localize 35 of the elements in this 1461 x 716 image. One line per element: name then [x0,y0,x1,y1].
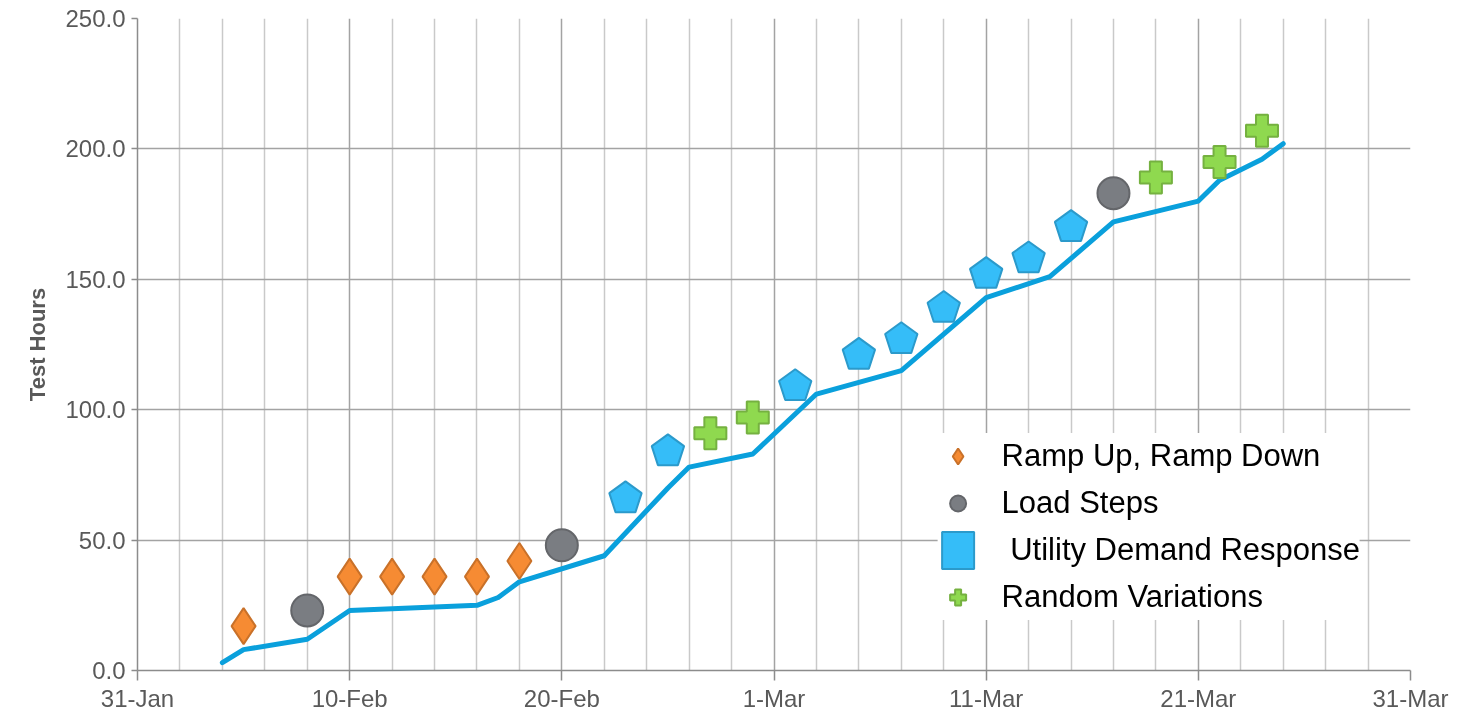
point [1202,144,1237,179]
y-tick-label: 200.0 [65,135,126,163]
point [1138,160,1173,195]
point [290,593,325,628]
point [608,480,643,514]
point [1096,176,1131,211]
y-tick-label: 250.0 [65,5,126,32]
point [693,416,728,451]
x-tick-label: 31-Jan [100,684,175,712]
legend-label: Ramp Up, Ramp Down [1001,438,1321,474]
legend-label: Random Variations [1001,579,1263,615]
point [650,433,686,467]
legend-label: Load Steps [1001,485,1159,521]
point [926,289,961,323]
y-tick-label: 100.0 [65,396,126,424]
point [1011,240,1046,274]
y-tick-label: 0.0 [92,657,126,684]
point [544,528,579,563]
point [841,336,877,370]
x-tick-label: 20-Feb [523,684,600,712]
point [778,368,813,401]
x-tick-label: 10-Feb [311,684,388,712]
y-tick-label: 50.0 [78,526,126,554]
x-tick-label: 31-Mar [1372,684,1449,712]
point [1053,209,1089,242]
y-axis-title: Test Hours [25,287,51,402]
point [735,400,770,435]
point [1244,113,1279,148]
y-tick-label: 150.0 [65,265,126,293]
x-tick-label: 21-Mar [1160,684,1237,712]
legend-label: Utility Demand Response [1009,532,1360,568]
x-tick-label: 1-Mar [742,684,806,712]
point [969,256,1004,289]
point [884,321,919,355]
x-tick-label: 11-Mar [949,684,1024,712]
